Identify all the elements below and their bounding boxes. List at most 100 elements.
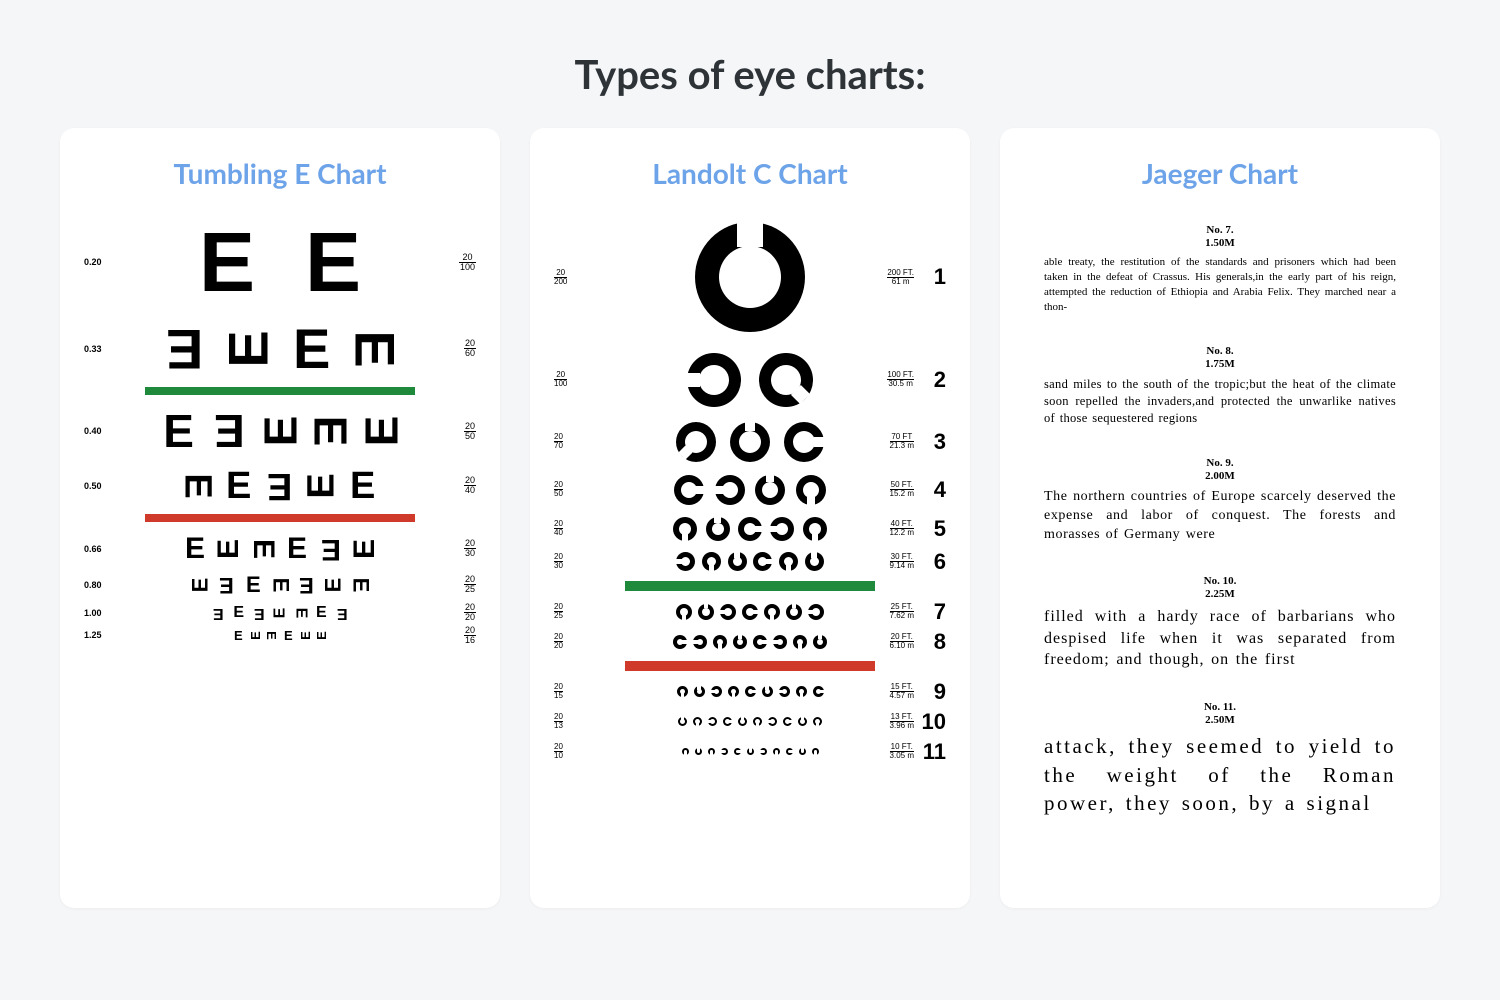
cards-row: Tumbling E Chart 0.2020100EE0.332060EEEE… (40, 128, 1460, 908)
c-ring (803, 517, 827, 541)
c-ring (796, 475, 826, 505)
jaeger-block: No. 10.2.25Mfilled with a hardy race of … (1020, 575, 1420, 671)
tumbling-letters: EEEEE (185, 467, 376, 505)
page-container: Types of eye charts: Tumbling E Chart 0.… (30, 30, 1470, 970)
jaeger-header: No. 7.1.50M (1044, 224, 1396, 250)
jaeger-text: filled with a hardy race of barbarians w… (1044, 606, 1396, 671)
row-left-label: 0.80 (84, 580, 102, 590)
c-ring (768, 717, 777, 726)
row-number: 4 (934, 477, 946, 503)
tumbling-letters: EEEEE (163, 408, 396, 454)
page-title: Types of eye charts: (40, 50, 1460, 98)
tumbling-row: 0.502040EEEEE (80, 464, 480, 508)
c-ring (799, 748, 806, 755)
c-ring (760, 748, 767, 755)
tumbling-letters: EEEEEE (185, 534, 375, 564)
e-glyph: E (358, 416, 404, 447)
e-glyph: E (315, 631, 328, 640)
row-left-label: 2010 (554, 743, 563, 760)
e-glyph: E (166, 321, 203, 377)
e-glyph: E (350, 467, 375, 505)
e-glyph: E (185, 534, 205, 564)
c-ring (812, 748, 819, 755)
e-glyph: E (293, 607, 309, 618)
landolt-chart-body: 20200200 FT.61 m120100100 FT.30.5 m22070… (550, 214, 950, 874)
row-left-label: 0.66 (84, 544, 102, 554)
e-glyph: E (219, 574, 234, 596)
row-number: 5 (934, 516, 946, 542)
row-number: 2 (934, 367, 946, 393)
landolt-row: 201313 FT.3.96 m10 (550, 711, 950, 733)
c-ring (764, 604, 780, 620)
jaeger-block: No. 7.1.50Mable treaty, the restitution … (1020, 224, 1420, 315)
e-glyph: E (226, 467, 251, 505)
e-glyph: E (293, 321, 330, 377)
jaeger-block: No. 8.1.75Msand miles to the south of th… (1020, 345, 1420, 427)
e-glyph: E (284, 629, 293, 642)
c-ring (813, 686, 824, 697)
c-ring (711, 686, 722, 697)
jaeger-text: attack, they seemed to yield to the weig… (1044, 732, 1396, 817)
e-glyph: E (347, 330, 403, 367)
card-tumbling-e: Tumbling E Chart 0.2020100EE0.332060EEEE… (60, 128, 500, 908)
tumbling-row: 0.402050EEEEE (80, 405, 480, 458)
c-ring (747, 748, 754, 755)
tumbling-row: 0.2020100EE (80, 214, 480, 311)
c-ring (738, 717, 747, 726)
jaeger-header: No. 8.1.75M (1044, 345, 1396, 371)
landolt-rings (676, 552, 823, 571)
landolt-rings (676, 422, 824, 462)
c-ring (698, 604, 714, 620)
c-ring (753, 717, 762, 726)
row-right-label: 30 FT.9.14 m (890, 553, 914, 570)
c-ring (668, 413, 725, 470)
c-ring (693, 635, 707, 649)
e-glyph: E (178, 473, 216, 498)
tumbling-row: 1.002020EEEEEEE (80, 603, 480, 621)
row-left-label: 2025 (554, 603, 563, 620)
c-ring (779, 686, 790, 697)
c-ring (674, 475, 704, 505)
c-ring (702, 552, 721, 571)
row-number: 8 (934, 629, 946, 655)
e-glyph: E (350, 539, 380, 559)
landolt-row: 20100100 FT.30.5 m2 (550, 349, 950, 411)
c-ring (721, 748, 728, 755)
e-glyph: E (233, 605, 244, 621)
c-ring (673, 517, 697, 541)
e-glyph: E (220, 330, 276, 367)
jaeger-header: No. 9.2.00M (1044, 457, 1396, 483)
c-ring (773, 748, 780, 755)
c-ring (693, 717, 702, 726)
e-glyph: E (305, 220, 361, 304)
c-ring (745, 686, 756, 697)
row-number: 6 (934, 549, 946, 575)
row-left-label: 1.00 (84, 608, 102, 618)
landolt-rings (673, 517, 827, 541)
row-number: 9 (934, 679, 946, 705)
landolt-row: 201515 FT.4.57 m9 (550, 681, 950, 703)
row-right-label: 2030 (464, 539, 476, 558)
jaeger-text: The northern countries of Europe scarcel… (1044, 488, 1396, 545)
tumbling-row: 0.332060EEEE (80, 317, 480, 381)
row-left-label: 2013 (554, 713, 563, 730)
e-glyph: E (322, 577, 344, 592)
c-ring (770, 517, 794, 541)
card-title-tumbling: Tumbling E Chart (80, 156, 480, 190)
e-glyph: E (189, 577, 211, 592)
c-ring (783, 717, 792, 726)
row-right-label: 2040 (464, 476, 476, 495)
c-ring (730, 422, 770, 462)
row-right-label: 10 FT.3.05 m (890, 743, 914, 760)
row-left-label: 2030 (554, 553, 563, 570)
e-glyph: E (257, 416, 303, 447)
landolt-rings (673, 635, 827, 649)
tumbling-letters: EEEE (166, 321, 393, 377)
row-number: 3 (934, 429, 946, 455)
card-title-landolt: Landolt C Chart (550, 156, 950, 190)
row-left-label: 1.25 (84, 630, 102, 640)
e-glyph: E (246, 574, 261, 596)
tumbling-letters: EEEEEE (234, 629, 326, 642)
e-glyph: E (213, 605, 224, 621)
landolt-rings (695, 222, 805, 332)
